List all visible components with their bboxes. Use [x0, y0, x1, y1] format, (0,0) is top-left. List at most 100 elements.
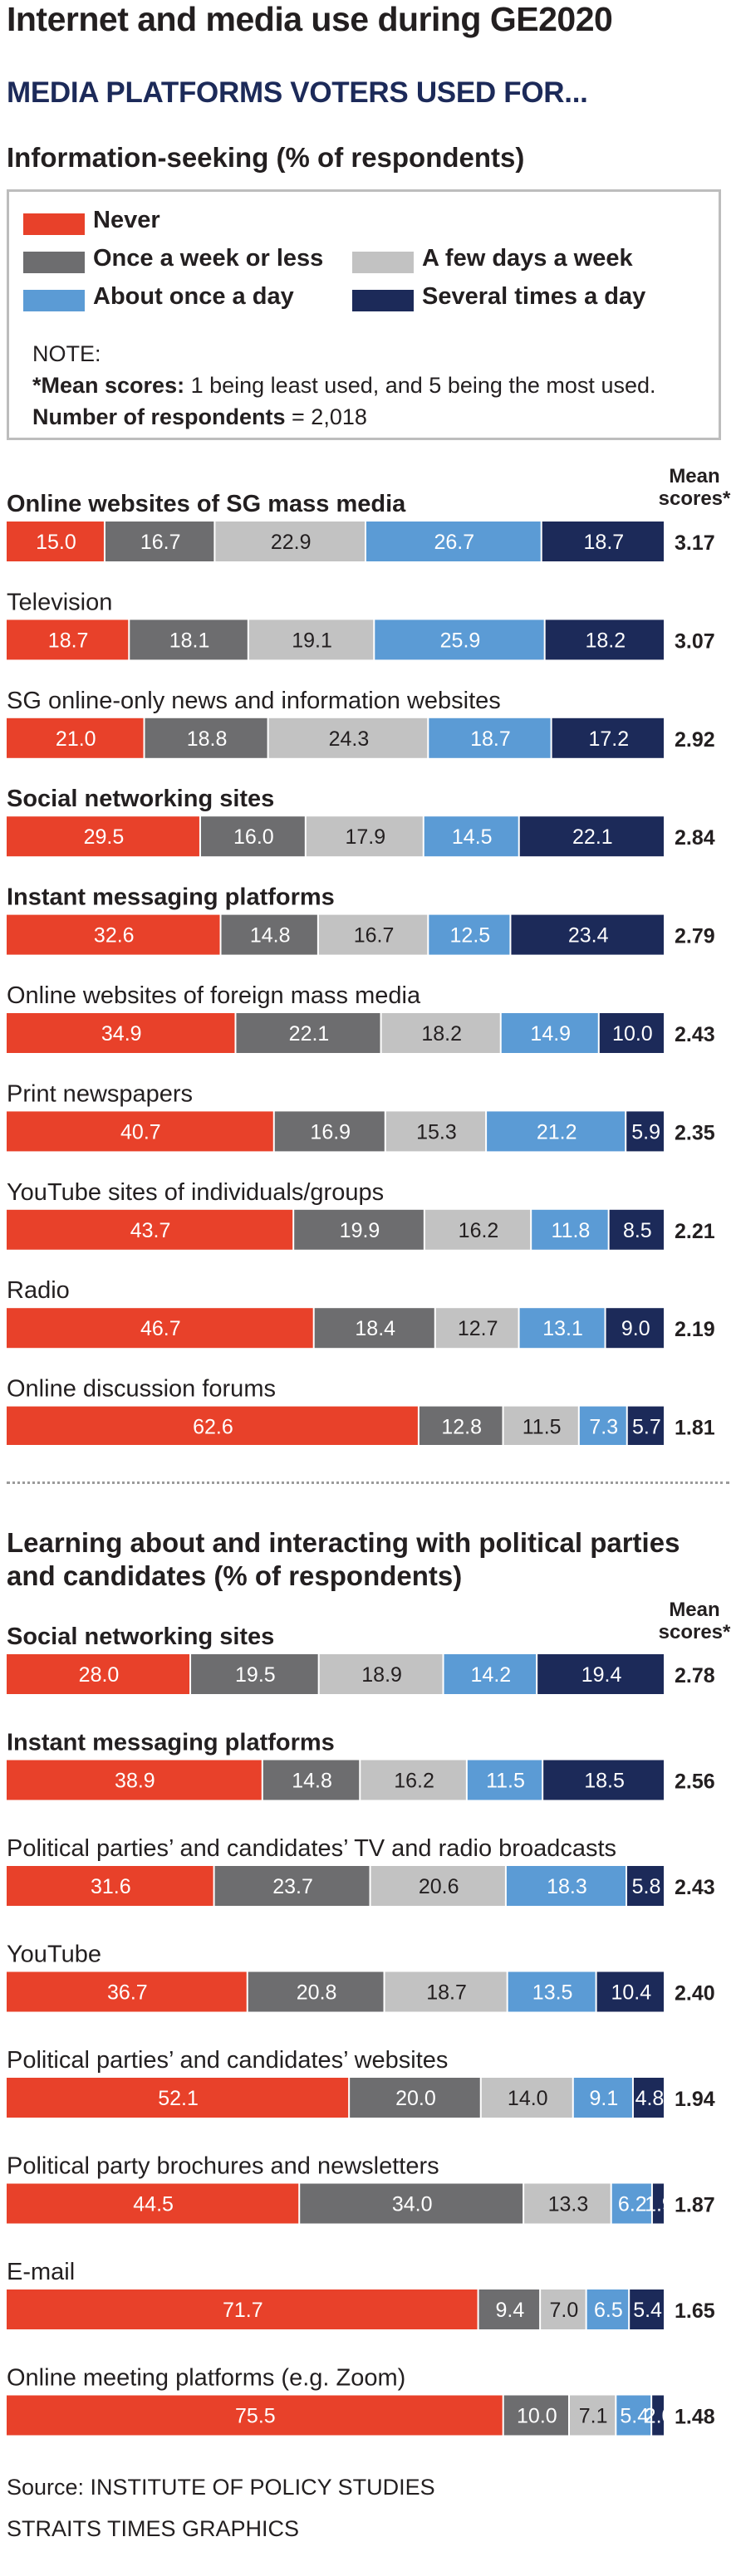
bar-segment-weekly: [130, 620, 248, 660]
bar-segment-weekly: [248, 1971, 384, 2012]
legend-swatch-weekly: [23, 252, 85, 273]
data-label: 12.7: [458, 1317, 498, 1340]
bar-segment-weekly: [274, 1111, 385, 1152]
data-label: 12.8: [441, 1416, 482, 1439]
bar-row: Social networking sites 28.0 19.5 18.9 14.2 1…: [7, 1623, 715, 1694]
bar-segment-never: [7, 816, 199, 857]
bar-segment-few-days: [570, 2395, 616, 2436]
bar-segment-daily: [424, 816, 518, 857]
bar-segment-never: [7, 2395, 503, 2436]
credit-line: STRAITS TIMES GRAPHICS: [7, 2516, 300, 2541]
category-label: Online websites of foreign mass media: [7, 982, 421, 1009]
mean-header-line2: scores*: [658, 487, 731, 510]
bar-segment-several: [545, 620, 664, 660]
data-label: 22.1: [289, 1022, 330, 1046]
bar-segment-several: [626, 1111, 664, 1152]
data-label: 16.7: [354, 924, 395, 948]
bar-segment-daily: [501, 1013, 598, 1053]
bar-segment-daily: [579, 1406, 626, 1445]
data-label: 28.0: [79, 1663, 120, 1687]
mean-score: 2.40: [675, 1982, 715, 2005]
data-label: 20.6: [419, 1875, 459, 1898]
note-mean-scores: *Mean scores: 1 being least used, and 5 …: [32, 373, 656, 399]
bar-segment-weekly: [350, 2078, 480, 2118]
bar-row: Print newspapers 40.7 16.9 15.3 21.2 5.9 2.35: [7, 1080, 715, 1152]
bar-segment-daily: [573, 2078, 632, 2118]
data-label: 10.0: [612, 1022, 653, 1046]
subtitle: MEDIA PLATFORMS VOTERS USED FOR...: [7, 76, 588, 109]
bar-segment-few-days: [424, 1209, 531, 1250]
data-label: 20.0: [395, 2087, 436, 2110]
data-label: 15.0: [36, 531, 76, 554]
legend-swatch-few-days: [352, 252, 414, 273]
section1-title: Information-seeking (% of respondents): [7, 142, 525, 173]
data-label: 7.1: [579, 2405, 608, 2428]
data-label: 62.6: [193, 1416, 233, 1439]
category-label: Instant messaging platforms: [7, 884, 335, 911]
data-label: 16.2: [394, 1770, 434, 1793]
data-label: 18.1: [169, 629, 210, 652]
mean-score: 3.07: [675, 629, 715, 653]
bar-segment-never: [7, 620, 129, 660]
bar-segment-never: [7, 1406, 418, 1445]
data-label: 5.4: [620, 2405, 649, 2428]
bar-segment-few-days: [268, 717, 428, 758]
data-label: 19.5: [235, 1663, 276, 1687]
data-label: 32.6: [94, 924, 135, 948]
data-label: 20.8: [297, 1981, 337, 2005]
bar-segment-never: [7, 2290, 478, 2329]
bar-segment-daily: [429, 717, 551, 758]
bar-row: Online websites of foreign mass media 34.…: [7, 982, 715, 1053]
data-label: 11.5: [523, 1416, 562, 1439]
bar-segment-weekly: [419, 1406, 503, 1445]
note-respondents: Number of respondents = 2,018: [32, 404, 367, 430]
bar-segment-several: [537, 1654, 664, 1694]
legend-label-daily: About once a day: [93, 283, 294, 310]
data-label: 5.7: [632, 1416, 661, 1439]
data-label: 16.7: [140, 531, 181, 554]
bar-segment-never: [7, 914, 220, 955]
data-label: 36.7: [107, 1981, 148, 2005]
data-label: 18.7: [584, 531, 625, 554]
data-label: 22.9: [271, 531, 312, 554]
bar-segment-never: [7, 1971, 247, 2012]
bar-segment-daily: [467, 1760, 542, 1800]
bar-segment-several: [596, 1971, 664, 2012]
data-label: 71.7: [223, 2299, 263, 2322]
bar-segment-weekly: [503, 2395, 569, 2436]
data-label: 4.8: [635, 2087, 665, 2110]
category-label: Television: [7, 589, 112, 615]
legend-label-several: Several times a day: [422, 283, 646, 310]
bar-segment-several: [652, 2395, 664, 2436]
bar-segment-few-days: [385, 1971, 507, 2012]
mean-header2-line2: scores*: [658, 1621, 731, 1643]
data-label: 21.2: [537, 1120, 577, 1144]
category-label: Social networking sites: [7, 1623, 274, 1650]
data-label: 16.2: [459, 1219, 499, 1242]
bar-segment-weekly: [191, 1654, 318, 1694]
data-label: 5.8: [632, 1875, 661, 1898]
bar-segment-several: [627, 1866, 664, 1906]
bar-segment-weekly: [300, 2183, 523, 2224]
note-resp-bold: Number of respondents: [32, 404, 286, 429]
data-label: 19.4: [581, 1663, 622, 1687]
mean-score: 2.43: [675, 1023, 715, 1046]
bar-segment-several: [652, 2183, 664, 2224]
source-line: Source: INSTITUTE OF POLICY STUDIES: [7, 2475, 435, 2500]
mean-score: 1.94: [675, 2088, 715, 2111]
bar-segment-few-days: [370, 1866, 505, 1906]
data-label: 10.4: [611, 1981, 651, 2005]
bar-row: Political party brochures and newsletter…: [7, 2153, 715, 2224]
data-label: 13.3: [548, 2193, 589, 2216]
section-divider: [7, 1481, 729, 1484]
mean-score: 1.48: [675, 2406, 715, 2429]
category-label: Social networking sites: [7, 786, 274, 812]
bar-segment-weekly: [105, 522, 214, 561]
bar-segment-weekly: [263, 1760, 360, 1800]
data-label: 15.3: [416, 1120, 457, 1144]
data-label: 18.3: [547, 1875, 587, 1898]
bar-segment-daily: [506, 1866, 626, 1906]
data-label: 38.9: [115, 1770, 155, 1793]
bar-segment-weekly: [200, 816, 305, 857]
